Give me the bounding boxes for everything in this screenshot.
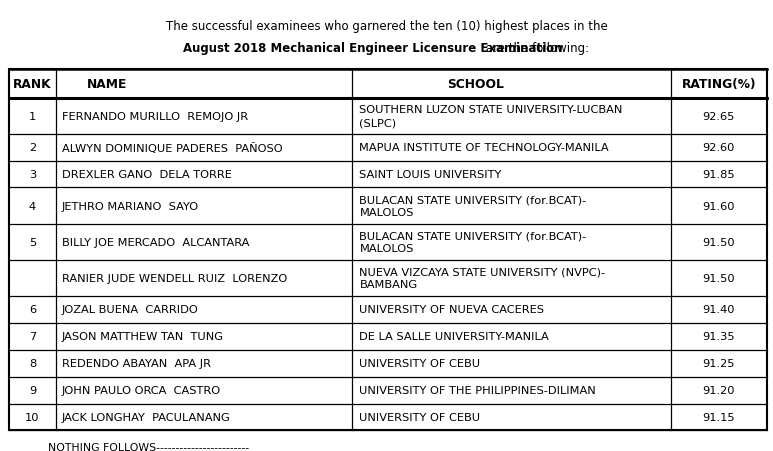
Bar xyxy=(9,70,767,430)
Text: 91.25: 91.25 xyxy=(703,359,735,368)
Text: 91.35: 91.35 xyxy=(703,331,735,341)
Text: 3: 3 xyxy=(29,170,36,179)
Text: NOTHING FOLLOWS------------------------: NOTHING FOLLOWS------------------------ xyxy=(48,442,249,451)
Text: JASON MATTHEW TAN  TUNG: JASON MATTHEW TAN TUNG xyxy=(62,331,224,341)
Text: RANK: RANK xyxy=(13,78,52,91)
Text: RANIER JUDE WENDELL RUIZ  LORENZO: RANIER JUDE WENDELL RUIZ LORENZO xyxy=(62,273,287,283)
Text: BULACAN STATE UNIVERSITY (for.BCAT)-
MALOLOS: BULACAN STATE UNIVERSITY (for.BCAT)- MAL… xyxy=(359,195,587,217)
Text: FERNANDO MURILLO  REMOJO JR: FERNANDO MURILLO REMOJO JR xyxy=(62,111,248,121)
Text: SOUTHERN LUZON STATE UNIVERSITY-LUCBAN
(SLPC): SOUTHERN LUZON STATE UNIVERSITY-LUCBAN (… xyxy=(359,105,623,128)
Text: BULACAN STATE UNIVERSITY (for.BCAT)-
MALOLOS: BULACAN STATE UNIVERSITY (for.BCAT)- MAL… xyxy=(359,231,587,253)
Text: 9: 9 xyxy=(29,385,36,395)
Text: BILLY JOE MERCADO  ALCANTARA: BILLY JOE MERCADO ALCANTARA xyxy=(62,237,249,247)
Text: UNIVERSITY OF THE PHILIPPINES-DILIMAN: UNIVERSITY OF THE PHILIPPINES-DILIMAN xyxy=(359,385,596,395)
Text: SAINT LOUIS UNIVERSITY: SAINT LOUIS UNIVERSITY xyxy=(359,170,502,179)
Text: 91.50: 91.50 xyxy=(703,237,735,247)
Text: 91.20: 91.20 xyxy=(703,385,735,395)
Text: 92.65: 92.65 xyxy=(703,111,735,121)
Text: 2: 2 xyxy=(29,143,36,153)
Text: 6: 6 xyxy=(29,305,36,315)
Text: 1: 1 xyxy=(29,111,36,121)
Text: DREXLER GANO  DELA TORRE: DREXLER GANO DELA TORRE xyxy=(62,170,232,179)
Text: 91.85: 91.85 xyxy=(703,170,735,179)
Text: 7: 7 xyxy=(29,331,36,341)
Text: 8: 8 xyxy=(29,359,36,368)
Text: 10: 10 xyxy=(26,412,39,422)
Text: JACK LONGHAY  PACULANANG: JACK LONGHAY PACULANANG xyxy=(62,412,230,422)
Text: 91.15: 91.15 xyxy=(703,412,735,422)
Text: UNIVERSITY OF NUEVA CACERES: UNIVERSITY OF NUEVA CACERES xyxy=(359,305,544,315)
Text: SCHOOL: SCHOOL xyxy=(448,78,504,91)
Text: 92.60: 92.60 xyxy=(703,143,735,153)
Text: MAPUA INSTITUTE OF TECHNOLOGY-MANILA: MAPUA INSTITUTE OF TECHNOLOGY-MANILA xyxy=(359,143,609,153)
Text: 91.50: 91.50 xyxy=(703,273,735,283)
Text: 5: 5 xyxy=(29,237,36,247)
Text: The successful examinees who garnered the ten (10) highest places in the: The successful examinees who garnered th… xyxy=(165,20,608,33)
Text: 91.40: 91.40 xyxy=(703,305,735,315)
Text: NUEVA VIZCAYA STATE UNIVERSITY (NVPC)-
BAMBANG: NUEVA VIZCAYA STATE UNIVERSITY (NVPC)- B… xyxy=(359,267,605,290)
Text: 4: 4 xyxy=(29,201,36,211)
Text: August 2018 Mechanical Engineer Licensure Examination: August 2018 Mechanical Engineer Licensur… xyxy=(183,41,563,55)
Text: RATING(%): RATING(%) xyxy=(682,78,756,91)
Text: JETHRO MARIANO  SAYO: JETHRO MARIANO SAYO xyxy=(62,201,199,211)
Text: are the following:: are the following: xyxy=(482,41,590,55)
Text: 91.60: 91.60 xyxy=(703,201,735,211)
Text: ALWYN DOMINIQUE PADERES  PAÑOSO: ALWYN DOMINIQUE PADERES PAÑOSO xyxy=(62,143,282,153)
Text: DE LA SALLE UNIVERSITY-MANILA: DE LA SALLE UNIVERSITY-MANILA xyxy=(359,331,549,341)
Text: UNIVERSITY OF CEBU: UNIVERSITY OF CEBU xyxy=(359,412,481,422)
Text: REDENDO ABAYAN  APA JR: REDENDO ABAYAN APA JR xyxy=(62,359,211,368)
Text: NAME: NAME xyxy=(87,78,127,91)
Text: JOHN PAULO ORCA  CASTRO: JOHN PAULO ORCA CASTRO xyxy=(62,385,221,395)
Text: UNIVERSITY OF CEBU: UNIVERSITY OF CEBU xyxy=(359,359,481,368)
Text: JOZAL BUENA  CARRIDO: JOZAL BUENA CARRIDO xyxy=(62,305,199,315)
